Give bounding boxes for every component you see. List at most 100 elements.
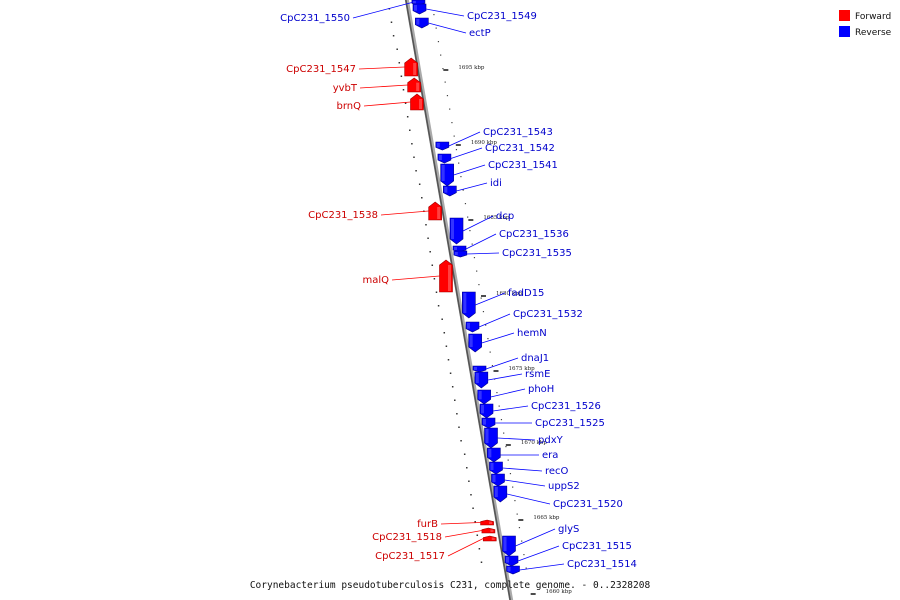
kbp-tick-label: 1680 kbp xyxy=(496,291,523,297)
gene-shade xyxy=(485,429,489,443)
genome-caption: Corynebacterium pseudotuberculosis C231,… xyxy=(250,580,651,591)
gene-label-phoh[interactable]: phoH xyxy=(528,384,554,395)
tick-dot xyxy=(425,224,427,226)
leader-line xyxy=(447,538,484,557)
tick-dot xyxy=(485,324,487,326)
tick-dot xyxy=(505,446,507,448)
gene-shade xyxy=(507,567,511,572)
kbp-tick-label: 1660 kbp xyxy=(546,589,573,595)
tick-dot xyxy=(507,459,509,461)
gene-label-cpc231_1536[interactable]: CpC231_1536 xyxy=(499,229,569,240)
tick-dot xyxy=(427,237,429,239)
gene-label-era[interactable]: era xyxy=(542,450,558,461)
leader-line xyxy=(517,545,560,562)
gene-labels: CpC231_1550 CpC231_1549 ectP CpC231_1547yvb… xyxy=(280,11,637,570)
gene-label-malq[interactable]: malQ xyxy=(362,275,389,286)
gene-shade xyxy=(490,463,494,470)
gene-label-cpc231_1526[interactable]: CpC231_1526 xyxy=(531,401,601,412)
tick-dot xyxy=(523,554,525,556)
leader-line xyxy=(363,101,411,107)
genome-backbone xyxy=(404,0,514,600)
leader-line xyxy=(359,84,408,89)
gene-label-cpc231_1538[interactable]: CpC231_1538 xyxy=(308,210,378,221)
leader-line xyxy=(502,467,543,472)
tick-dot xyxy=(480,561,483,563)
tick-dot xyxy=(431,264,434,266)
gene-label-rsme[interactable]: rsmE xyxy=(525,369,550,380)
gene-label-dnaj1[interactable]: dnaJ1 xyxy=(521,353,549,364)
leader-line xyxy=(490,388,526,398)
gene-label-pdxy[interactable]: pdxY xyxy=(538,435,564,446)
tick-dot xyxy=(456,413,458,415)
gene-label-upps2[interactable]: uppS2 xyxy=(548,481,580,492)
tick-dot xyxy=(463,453,466,455)
tick-dot xyxy=(435,27,437,29)
gene-label-cpc231_1518[interactable]: CpC231_1518 xyxy=(372,532,442,543)
gene-shade xyxy=(416,19,420,25)
kbp-ticks: 1695 kbp 1690 kbp 1685 kbp 1680 kbp 1675 kbp… xyxy=(443,65,572,595)
gene-label-cpc231_1541[interactable]: CpC231_1541 xyxy=(488,160,558,171)
tick-dot xyxy=(473,257,476,259)
gene-features xyxy=(404,0,520,575)
tick-dot xyxy=(518,527,521,529)
gene-label-cpc231_1542[interactable]: CpC231_1542 xyxy=(485,143,555,154)
gene-shade xyxy=(448,265,451,291)
gene-label-fadd15[interactable]: fadD15 xyxy=(508,288,544,299)
gene-label-hemn[interactable]: hemN xyxy=(517,328,547,339)
leader-line xyxy=(506,493,551,505)
leader-line xyxy=(504,479,546,487)
leader-line xyxy=(456,182,488,192)
gene-shade xyxy=(503,537,507,551)
gene-shade xyxy=(483,419,486,425)
tick-dot xyxy=(396,48,398,50)
gene-label-brnq[interactable]: brnQ xyxy=(337,101,362,112)
tick-dot xyxy=(445,345,448,347)
leader-line xyxy=(519,563,565,571)
tick-dot xyxy=(453,135,455,137)
gene-label-dcp[interactable]: dcp xyxy=(496,211,514,222)
gene-label-cpc231_1549[interactable]: CpC231_1549 xyxy=(467,11,537,22)
gene-shade xyxy=(475,373,479,383)
tick-dot xyxy=(435,291,438,293)
gene-label-yvbt[interactable]: yvbT xyxy=(333,83,358,94)
tick-dot xyxy=(462,189,464,191)
gene-shade xyxy=(489,521,493,524)
leader-line xyxy=(462,215,494,232)
gene-label-cpc231_1543[interactable]: CpC231_1543 xyxy=(483,127,553,138)
gene-label-cpc231_1550[interactable]: CpC231_1550 xyxy=(280,13,350,24)
gene-label-cpc231_1517[interactable]: CpC231_1517 xyxy=(375,551,445,562)
gene-label-cpc231_1514[interactable]: CpC231_1514 xyxy=(567,559,637,570)
legend: Forward Reverse xyxy=(839,10,892,38)
tick-dot xyxy=(471,243,473,245)
gene-label-ectp[interactable]: ectP xyxy=(469,28,491,39)
gene-shade xyxy=(474,367,477,370)
gene-label-furb[interactable]: furB xyxy=(417,519,438,530)
tick-dot xyxy=(451,122,453,124)
legend-reverse-swatch xyxy=(839,26,850,37)
kbp-tick-label: 1690 kbp xyxy=(471,140,498,146)
gene-shade xyxy=(494,487,498,497)
leader-line xyxy=(466,252,500,255)
label-leader-lines xyxy=(352,2,565,571)
gene-label-glys[interactable]: glyS xyxy=(558,524,579,535)
tick-dot xyxy=(433,278,436,280)
gene-shade xyxy=(441,165,445,181)
tick-dot xyxy=(446,95,449,97)
gene-label-cpc231_1535[interactable]: CpC231_1535 xyxy=(502,248,572,259)
gene-label-cpc231_1525[interactable]: CpC231_1525 xyxy=(535,418,605,429)
gene-shade xyxy=(436,143,440,148)
gene-label-cpc231_1515[interactable]: CpC231_1515 xyxy=(562,541,632,552)
kbp-tick-label: 1665 kbp xyxy=(533,515,560,521)
tick-dot xyxy=(498,405,500,407)
leader-line xyxy=(453,164,486,176)
tick-dot xyxy=(464,203,467,205)
gene-label-idi[interactable]: idi xyxy=(490,178,502,189)
gene-label-cpc231_1520[interactable]: CpC231_1520 xyxy=(553,499,623,510)
kbp-tick-label: 1670 kbp xyxy=(521,440,548,446)
gene-label-cpc231_1532[interactable]: CpC231_1532 xyxy=(513,309,583,320)
backbone-line xyxy=(405,0,511,600)
gene-label-reco[interactable]: recO xyxy=(545,466,569,477)
tick-dot xyxy=(404,102,407,104)
gene-label-cpc231_1547[interactable]: CpC231_1547 xyxy=(286,64,356,75)
